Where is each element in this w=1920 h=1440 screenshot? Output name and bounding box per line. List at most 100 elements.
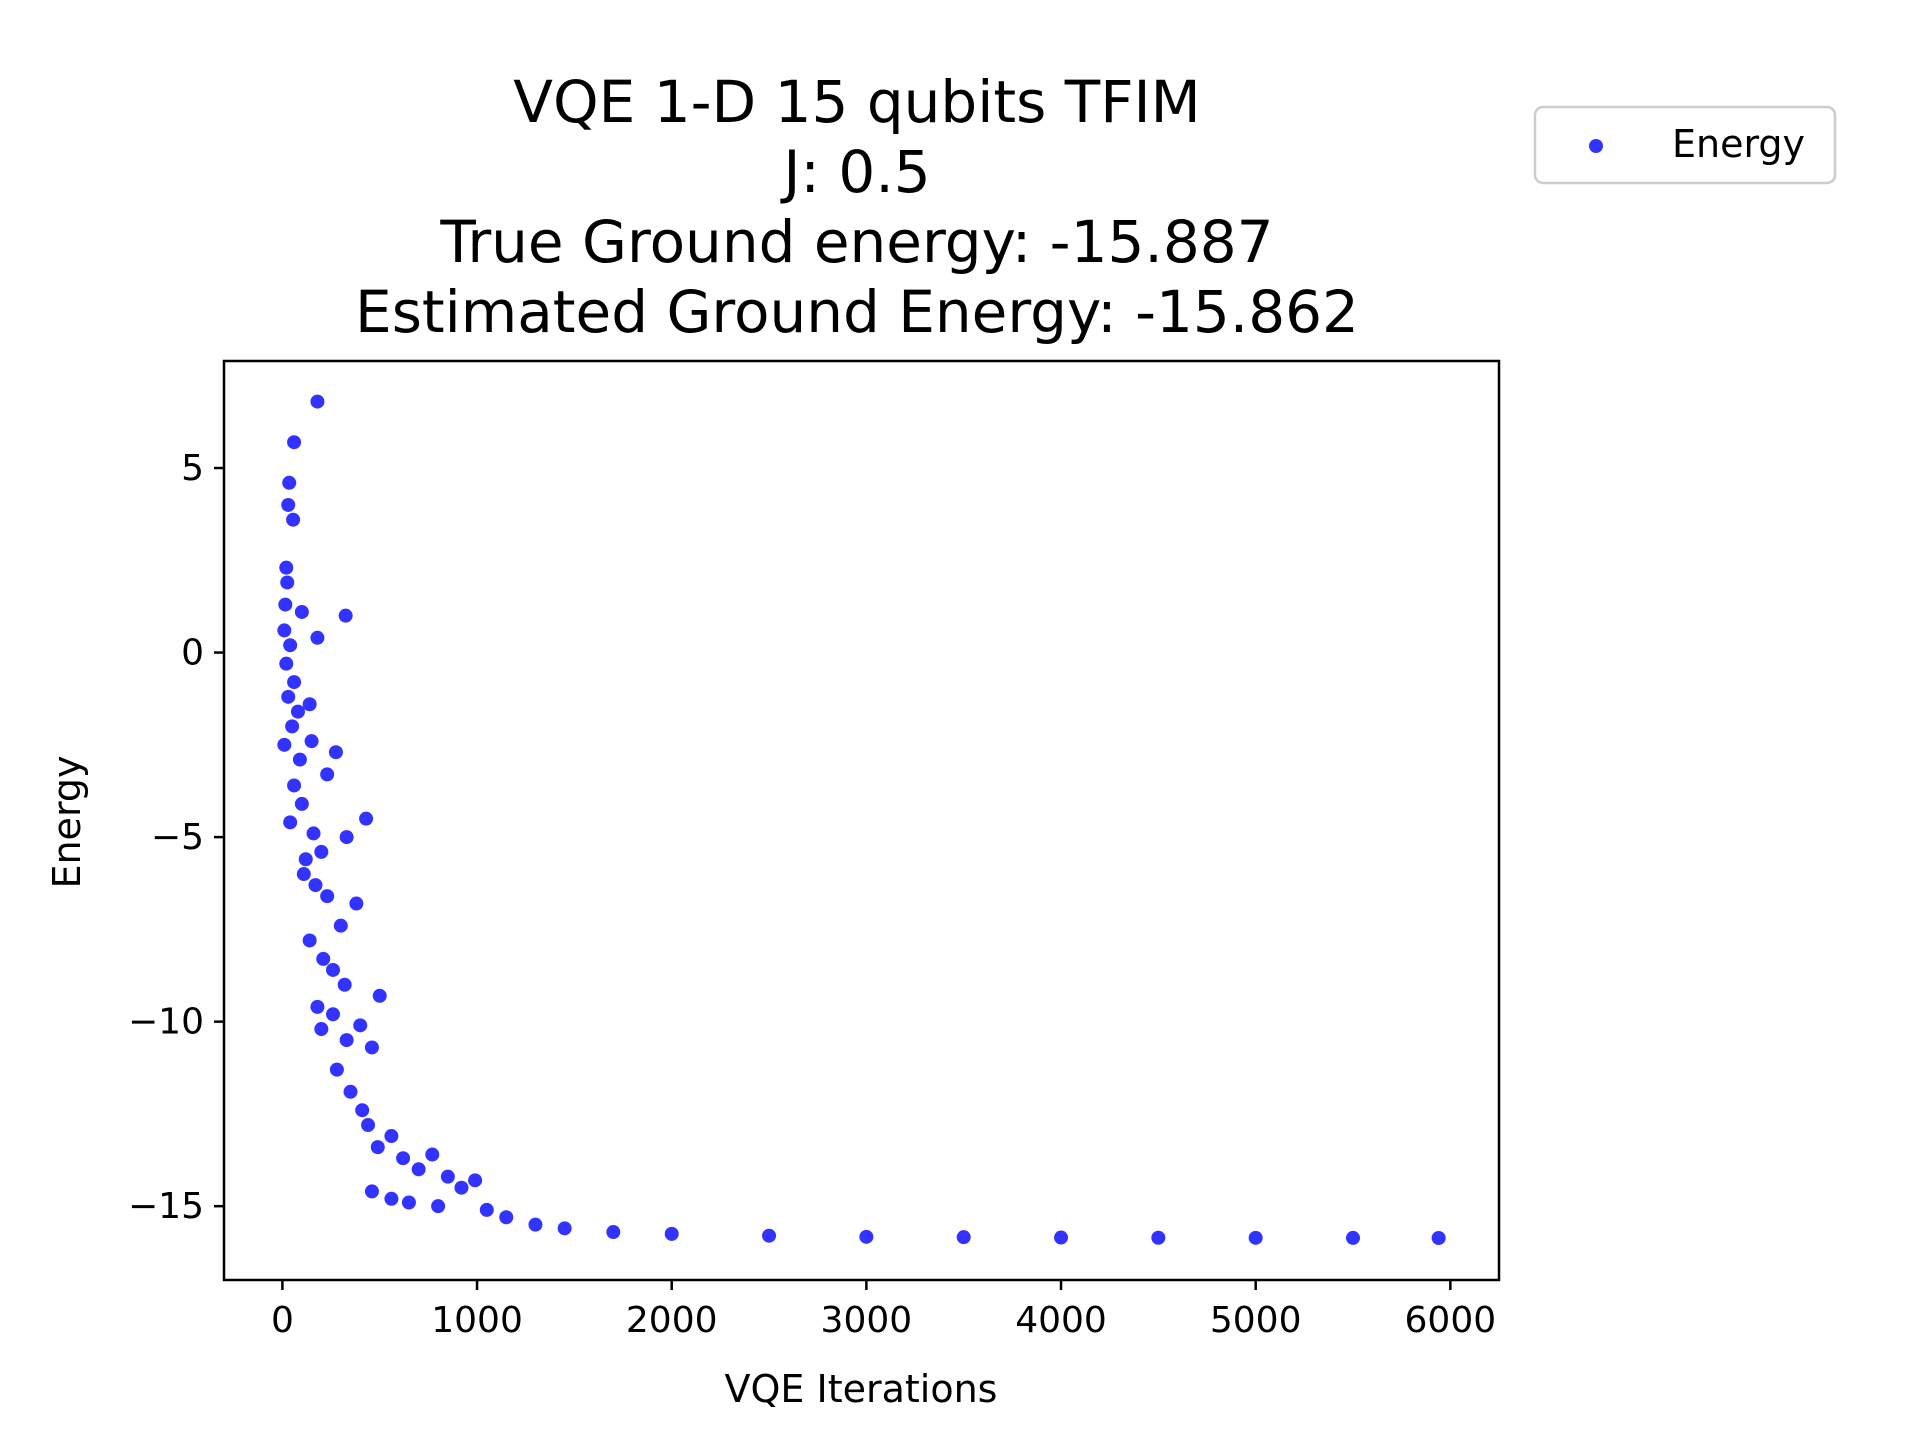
scatter-point: [337, 977, 352, 992]
x-tick-label: 3000: [821, 1300, 913, 1341]
scatter-point: [361, 1117, 376, 1132]
scatter-point: [314, 844, 329, 859]
scatter-point: [281, 689, 296, 704]
scatter-point: [329, 1062, 344, 1077]
scatter-point: [339, 1033, 354, 1048]
scatter-point: [287, 778, 302, 793]
scatter-point: [359, 811, 374, 826]
scatter-point: [294, 604, 309, 619]
scatter-point: [411, 1162, 426, 1177]
scatter-point: [1151, 1230, 1166, 1245]
scatter-point: [320, 889, 335, 904]
scatter-point: [425, 1147, 440, 1162]
scatter-point: [1054, 1230, 1069, 1245]
scatter-point: [316, 951, 331, 966]
scatter-point: [294, 796, 309, 811]
scatter-point: [314, 1022, 329, 1037]
scatter-point: [762, 1228, 777, 1243]
scatter-point: [308, 878, 323, 893]
scatter-point: [431, 1199, 446, 1214]
x-tick-label: 6000: [1405, 1300, 1497, 1341]
scatter-point: [306, 826, 321, 841]
y-tick-label: 0: [181, 633, 204, 674]
scatter-point: [282, 475, 297, 490]
legend-label: Energy: [1672, 122, 1805, 166]
plot-frame: [222, 359, 1501, 1282]
scatter-point: [290, 704, 305, 719]
scatter-point: [339, 830, 354, 845]
scatter-point: [302, 933, 317, 948]
scatter-point: [287, 435, 302, 450]
y-tick-label: 5: [181, 448, 204, 489]
x-tick-label: 0: [271, 1300, 294, 1341]
scatter-point: [283, 638, 298, 653]
scatter-point: [298, 852, 313, 867]
title-line-1: VQE 1-D 15 qubits TFIM: [513, 68, 1200, 136]
scatter-point: [333, 918, 348, 933]
scatter-point: [528, 1217, 543, 1232]
scatter-point: [326, 962, 341, 977]
scatter-point: [606, 1225, 621, 1240]
scatter-point: [287, 675, 302, 690]
scatter-point: [281, 497, 296, 512]
scatter-point: [859, 1229, 874, 1244]
scatter-point: [349, 896, 364, 911]
scatter-point: [364, 1040, 379, 1055]
scatter-point: [320, 767, 335, 782]
scatter-point: [304, 734, 319, 749]
y-tick-label: −15: [128, 1186, 204, 1227]
y-axis: 5 0 −5 −10 −15: [128, 448, 224, 1227]
scatter-point: [1248, 1230, 1263, 1245]
scatter-point: [326, 1007, 341, 1022]
scatter-point: [499, 1210, 514, 1225]
y-axis-label: Energy: [45, 755, 89, 888]
scatter-point: [310, 999, 325, 1014]
scatter-point: [328, 745, 343, 760]
scatter-point: [396, 1151, 411, 1166]
scatter-point: [283, 815, 298, 830]
title-line-4: Estimated Ground Energy: -15.862: [355, 278, 1359, 346]
x-tick-label: 4000: [1015, 1300, 1107, 1341]
scatter-point: [277, 623, 292, 638]
scatter-points: [277, 394, 1446, 1245]
scatter-point: [454, 1180, 469, 1195]
scatter-point: [296, 867, 311, 882]
chart-title: VQE 1-D 15 qubits TFIM J: 0.5 True Groun…: [355, 68, 1359, 346]
scatter-point: [310, 394, 325, 409]
scatter-point: [384, 1191, 399, 1206]
scatter-point: [286, 512, 301, 527]
scatter-point: [338, 608, 353, 623]
legend: Energy: [1533, 105, 1837, 185]
scatter-point: [279, 656, 294, 671]
scatter-point: [353, 1018, 368, 1033]
scatter-point: [1346, 1230, 1361, 1245]
title-line-2: J: 0.5: [780, 138, 930, 206]
scatter-point: [277, 737, 292, 752]
scatter-point: [285, 719, 300, 734]
scatter-point: [479, 1202, 494, 1217]
scatter-point: [279, 560, 294, 575]
scatter-point: [1431, 1230, 1446, 1245]
scatter-point: [440, 1169, 455, 1184]
legend-marker: [1589, 139, 1603, 153]
scatter-point: [557, 1221, 572, 1236]
scatter-point: [310, 630, 325, 645]
scatter-point: [280, 575, 295, 590]
x-tick-label: 5000: [1210, 1300, 1302, 1341]
y-tick-label: −5: [151, 817, 204, 858]
scatter-point: [384, 1129, 399, 1144]
scatter-point: [302, 697, 317, 712]
scatter-point: [401, 1195, 416, 1210]
scatter-point: [355, 1103, 370, 1118]
scatter-point: [664, 1226, 679, 1241]
scatter-point: [372, 988, 387, 1003]
scatter-point: [370, 1140, 385, 1155]
scatter-point: [468, 1173, 483, 1188]
x-axis-label: VQE Iterations: [725, 1367, 998, 1411]
scatter-point: [278, 597, 293, 612]
legend-box: [1533, 105, 1837, 185]
x-axis: 0 1000 2000 3000 4000 5000 6000: [271, 1280, 1496, 1341]
y-tick-label: −10: [128, 1002, 204, 1043]
scatter-point: [364, 1184, 379, 1199]
